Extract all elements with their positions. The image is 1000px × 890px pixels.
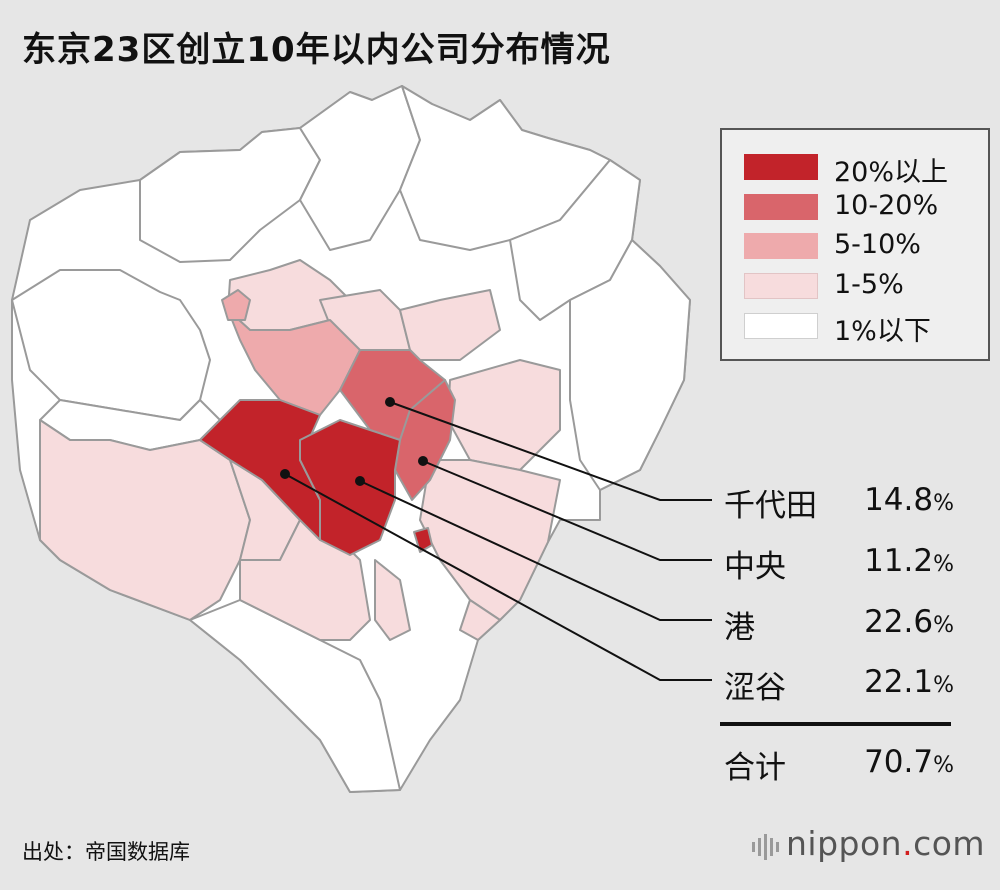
logo-dot: . <box>902 824 914 863</box>
ward-value: 14.8% <box>864 482 954 518</box>
total-unit: % <box>933 753 954 778</box>
ward-unit: % <box>933 673 954 698</box>
logo-wordmark: nippon.com <box>786 824 985 863</box>
legend-swatch <box>744 194 818 220</box>
marker-minato <box>355 476 365 486</box>
ward-koto-islands <box>459 599 501 641</box>
ward-value: 22.6% <box>864 604 954 640</box>
ward-name: 千代田 <box>724 488 817 524</box>
marker-chuo <box>418 456 428 466</box>
ward-minato-bay <box>413 527 433 553</box>
ward-value: 22.1% <box>864 664 954 700</box>
legend-swatch <box>744 233 818 259</box>
legend-swatch <box>744 313 818 339</box>
ward-edogawa <box>569 239 691 491</box>
ward-unit: % <box>933 613 954 638</box>
legend-label: 1%以下 <box>834 316 931 347</box>
legend: 20%以上 10-20% 5-10% 1-5% 1%以下 <box>720 128 990 361</box>
ward-koto <box>419 459 561 621</box>
legend-label: 5-10% <box>834 229 921 260</box>
ward-row-chiyoda: 千代田 14.8% <box>724 480 954 524</box>
ward-name: 中央 <box>724 549 786 585</box>
ward-shinagawa <box>239 519 371 641</box>
ward-percent: 22.6 <box>864 604 934 640</box>
ward-percent: 22.1 <box>864 664 934 700</box>
logo-suffix: com <box>913 824 986 863</box>
leader-line-minato <box>359 480 712 621</box>
legend-swatch <box>744 154 818 180</box>
source-credit: 出处：帝国数据库 <box>22 840 190 864</box>
ward-row-shibuya: 涩谷 22.1% <box>724 662 954 706</box>
leader-line-chuo <box>422 460 712 561</box>
marker-chiyoda <box>385 397 395 407</box>
legend-label: 20%以上 <box>834 157 949 188</box>
ward-name: 涩谷 <box>724 670 786 706</box>
ward-unit: % <box>933 552 954 577</box>
total-row: 合计 70.7% <box>724 742 954 786</box>
marker-shibuya <box>280 469 290 479</box>
total-value: 70.7% <box>864 744 954 780</box>
ward-percent: 14.8 <box>864 482 934 518</box>
ward-row-chuo: 中央 11.2% <box>724 541 954 585</box>
ward-name: 港 <box>724 610 755 646</box>
ward-unit: % <box>933 491 954 516</box>
ward-shinagawa-bay <box>374 559 411 641</box>
total-percent: 70.7 <box>864 744 934 780</box>
total-divider <box>720 722 951 726</box>
leader-line-chiyoda <box>389 401 712 501</box>
logo-bars-icon <box>752 834 779 860</box>
ward-row-minato: 港 22.6% <box>724 602 954 646</box>
legend-label: 1-5% <box>834 269 904 300</box>
ward-value: 11.2% <box>864 543 954 579</box>
ward-minato <box>299 419 401 556</box>
legend-label: 10-20% <box>834 190 939 221</box>
ward-toshima-south <box>221 289 251 321</box>
page-title: 东京23区创立10年以内公司分布情况 <box>22 30 611 70</box>
leader-line-shibuya <box>284 473 712 681</box>
total-label: 合计 <box>724 750 786 786</box>
legend-swatch <box>744 273 818 299</box>
logo-name: nippon <box>786 824 903 863</box>
ward-percent: 11.2 <box>864 543 934 579</box>
